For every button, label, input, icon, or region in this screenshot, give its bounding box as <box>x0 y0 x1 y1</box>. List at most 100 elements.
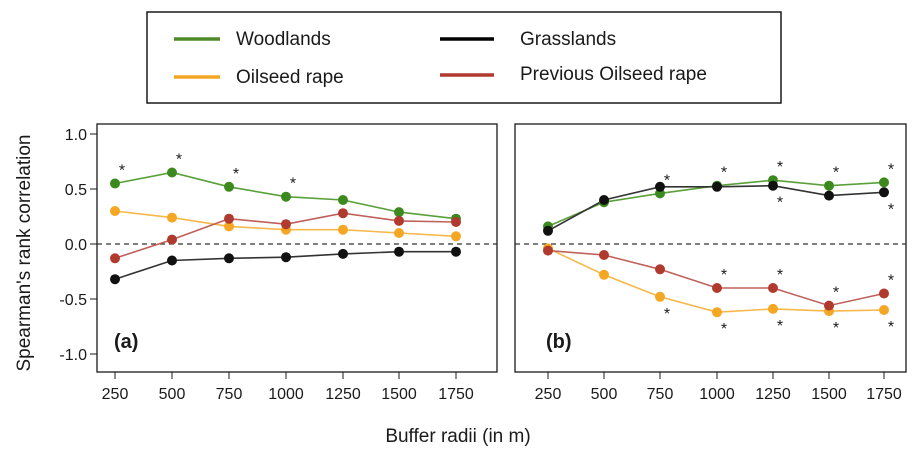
panel-a-plot: * * * * <box>110 152 461 285</box>
panel-b-xticks: 250 500 750 1000 1250 1500 1750 <box>535 372 902 403</box>
panel-b-point-woodlands <box>879 177 889 188</box>
panel-b-xtick-label: 1750 <box>866 386 902 403</box>
panel-b-xtick-label: 500 <box>591 386 618 403</box>
panel-a-point-oilseed-rape <box>338 224 348 235</box>
panel-b-point-previous-oilseed-rape <box>768 283 778 293</box>
panel-a-point-grasslands <box>338 248 348 259</box>
panel-b-point-grasslands <box>599 195 609 205</box>
panel-a-point-woodlands <box>224 181 234 192</box>
panel-a-xtick-label: 1750 <box>438 386 474 403</box>
panel-a-xtick-label: 250 <box>102 386 129 403</box>
panel-a-point-oilseed-rape <box>224 221 234 232</box>
panel-a-point-woodlands <box>394 207 404 218</box>
panel-b-significance-star-woodlands: * <box>721 165 727 182</box>
legend-label-woodlands: Woodlands <box>236 29 331 50</box>
panel-b-point-oilseed-rape <box>879 305 889 315</box>
panel-a-label: (a) <box>114 331 138 353</box>
panel-b-point-oilseed-rape <box>768 303 778 314</box>
legend-box <box>146 11 782 104</box>
panel-b-significance-star-woodlands: * <box>777 159 783 176</box>
panel-b-line-oilseed-rape <box>547 247 885 314</box>
panel-a-point-grasslands <box>281 252 291 263</box>
panel-b-xtick-label: 1250 <box>755 386 791 403</box>
panel-a-point-previous-oilseed-rape <box>224 213 234 224</box>
panel-b-significance-star-grasslands: * <box>777 195 783 212</box>
panel-b-point-grasslands <box>712 181 722 192</box>
panel-b-point-grasslands <box>655 181 665 192</box>
panel-b-point-previous-oilseed-rape <box>824 300 834 311</box>
panel-b-significance-star-woodlands: * <box>833 165 839 182</box>
panel-a-point-woodlands <box>167 167 177 178</box>
panel-b-point-previous-oilseed-rape <box>879 288 889 299</box>
panel-a-yticks: 1.0 0.5 0.0 -0.5 -1.0 <box>59 127 97 364</box>
panel-a-point-oilseed-rape <box>110 206 120 216</box>
panel-a-point-previous-oilseed-rape <box>167 234 177 245</box>
panel-b-point-previous-oilseed-rape <box>655 264 665 275</box>
panel-a-ytick-label: 1.0 <box>65 127 87 144</box>
panel-b-xtick-label: 1500 <box>811 386 847 403</box>
panel-b-significance-star-previous-oilseed-rape: * <box>721 267 727 284</box>
y-axis-title: Spearman's rank correlation <box>14 134 35 371</box>
panel-a-point-oilseed-rape <box>167 212 177 223</box>
panel-a-point-previous-oilseed-rape <box>394 215 404 226</box>
panel-a-point-grasslands <box>167 255 177 266</box>
panel-a-significance-star-woodlands: * <box>119 163 125 180</box>
legend-label-oilseed-rape: Oilseed rape <box>236 67 344 88</box>
panel-b-point-oilseed-rape <box>599 269 609 280</box>
panel-a-point-previous-oilseed-rape <box>451 217 461 227</box>
panel-b-significance-star-woodlands: * <box>664 172 670 189</box>
panel-a-point-woodlands <box>281 191 291 202</box>
panel-b-significance-star-previous-oilseed-rape: * <box>888 273 894 290</box>
panel-b-significance-star-oilseed-rape: * <box>888 319 894 336</box>
panel-a-point-grasslands <box>451 246 461 257</box>
panel-a-point-oilseed-rape <box>451 231 461 242</box>
panel-b-significance-star-grasslands: * <box>888 201 894 218</box>
panel-a-xticks: 250 500 750 1000 1250 1500 1750 <box>102 372 474 403</box>
panel-a: (a) 1.0 0.5 0.0 -0.5 -1.0 250 500 750 10… <box>59 123 498 403</box>
panel-a-significance-star-woodlands: * <box>290 176 296 193</box>
panel-b-point-previous-oilseed-rape <box>712 283 722 293</box>
legend-label-previous-oilseed-rape: Previous Oilseed rape <box>520 64 707 85</box>
panel-b-significance-star-oilseed-rape: * <box>721 321 727 338</box>
panel-a-point-woodlands <box>338 195 348 205</box>
panel-b-point-grasslands <box>768 180 778 191</box>
panel-a-significance-star-woodlands: * <box>176 152 182 169</box>
panel-b-point-grasslands <box>824 190 834 201</box>
panel-b-point-grasslands <box>543 225 553 236</box>
panel-b-xtick-label: 1000 <box>699 386 735 403</box>
panel-a-point-oilseed-rape <box>394 228 404 238</box>
panel-a-xtick-label: 1000 <box>268 386 304 403</box>
panel-b-point-grasslands <box>879 187 889 198</box>
panel-a-significance-star-woodlands: * <box>233 166 239 183</box>
panel-a-point-grasslands <box>224 253 234 264</box>
legend-label-grasslands: Grasslands <box>520 29 616 50</box>
panel-a-xtick-label: 1500 <box>381 386 417 403</box>
x-axis-title: Buffer radii (in m) <box>385 426 530 447</box>
panel-b-xtick-label: 750 <box>647 386 674 403</box>
panel-b-point-previous-oilseed-rape <box>543 245 553 256</box>
panel-a-xtick-label: 750 <box>216 386 243 403</box>
panel-a-point-previous-oilseed-rape <box>281 219 291 230</box>
panel-a-point-grasslands <box>394 246 404 257</box>
panel-a-point-previous-oilseed-rape <box>338 208 348 219</box>
panel-b-significance-star-woodlands: * <box>888 161 894 178</box>
panel-a-ytick-label: -1.0 <box>59 347 87 364</box>
panel-b: (b) 250 500 750 1000 1250 1500 1750 * * * *… <box>514 123 907 403</box>
panel-b-significance-star-oilseed-rape: * <box>664 306 670 323</box>
panel-b-point-oilseed-rape <box>655 291 665 302</box>
panel-b-significance-star-previous-oilseed-rape: * <box>777 267 783 284</box>
legend: Woodlands Grasslands Oilseed rape Previo… <box>146 11 782 104</box>
panel-b-label: (b) <box>546 331 572 353</box>
panel-b-line-grasslands <box>547 184 885 232</box>
panel-b-frame <box>514 123 907 373</box>
panel-a-frame <box>96 123 498 373</box>
panel-b-xtick-label: 250 <box>535 386 562 403</box>
panel-a-ytick-label: 0.0 <box>65 237 87 254</box>
panel-a-ytick-label: 0.5 <box>65 182 87 199</box>
panel-b-point-previous-oilseed-rape <box>599 250 609 260</box>
panel-b-significance-star-previous-oilseed-rape: * <box>833 285 839 302</box>
panel-b-significance-star-oilseed-rape: * <box>833 320 839 337</box>
panel-b-point-woodlands <box>824 180 834 191</box>
panel-a-point-woodlands <box>110 178 120 189</box>
